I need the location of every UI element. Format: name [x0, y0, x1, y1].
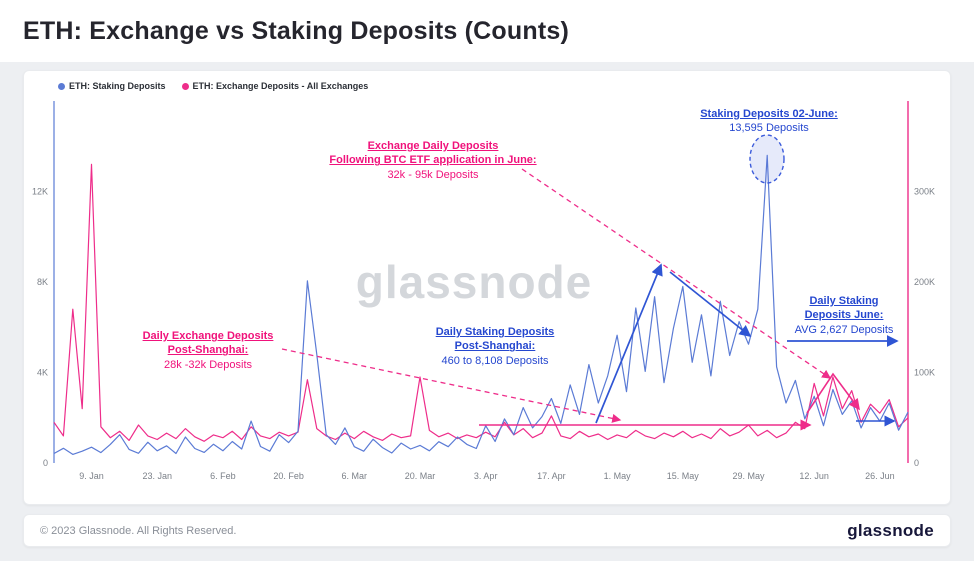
annotation-arrows [281, 134, 899, 431]
y-left-tick-label: 4K [37, 368, 48, 378]
x-tick-label: 15. May [667, 471, 700, 481]
annotation-exchange-june: Exchange Daily Deposits Following BTC ET… [323, 139, 543, 182]
y-right-tick-label: 200K [914, 277, 935, 287]
x-tick-label: 17. Apr [537, 471, 566, 481]
x-axis-labels: 9. Jan 23. Jan 6. Feb 20. Feb 6. Mar 20. Mar 3… [79, 471, 894, 481]
annotation-staking-june-title1: Daily Staking [809, 295, 879, 307]
x-tick-label: 1. May [604, 471, 632, 481]
y-left-tick-label: 12K [32, 187, 48, 197]
right-axis-labels: 0 100K 200K 300K [914, 187, 935, 469]
header: ETH: Exchange vs Staking Deposits (Count… [0, 0, 974, 62]
exchange-post-shanghai-dashed-arrow [281, 348, 622, 423]
y-right-tick-label: 300K [914, 187, 935, 197]
annotation-exchange-ps-title2: Post-Shanghai: [167, 344, 249, 357]
annotation-staking-ps-title1: Daily Staking Deposits [435, 326, 555, 338]
exchange-deposits-line[interactable] [53, 163, 909, 442]
legend-marker-exchange-icon [181, 82, 189, 90]
x-tick-label: 23. Jan [142, 471, 172, 481]
x-tick-label: 12. Jun [799, 471, 829, 481]
annotation-staking-peak: Staking Deposits 02-June: 13,595 Deposit… [679, 107, 859, 136]
x-tick-label: 20. Feb [273, 471, 304, 481]
legend-item-exchange[interactable]: ETH: Exchange Deposits - All Exchanges [181, 81, 369, 91]
y-right-tick-label: 100K [914, 368, 935, 378]
glassnode-logo: glassnode [847, 520, 934, 540]
x-tick-label: 9. Jan [79, 471, 104, 481]
annotation-staking-june-title2: Deposits June: [804, 309, 884, 322]
annotation-staking-june-value: AVG 2,627 Deposits [794, 323, 894, 336]
annotation-staking-post-shanghai: Daily Staking Deposits Post-Shanghai: 46… [405, 325, 585, 368]
annotation-staking-peak-title: Staking Deposits 02-June: [700, 108, 838, 120]
peak-highlight-circle [749, 134, 785, 184]
annotation-exchange-post-shanghai: Daily Exchange Deposits Post-Shanghai: 2… [118, 329, 298, 372]
footer: © 2023 Glassnode. All Rights Reserved. g… [23, 514, 951, 547]
annotation-exchange-june-value: 32k - 95k Deposits [387, 168, 479, 181]
annotation-staking-peak-value: 13,595 Deposits [729, 122, 809, 135]
glassnode-watermark: glassnode [355, 256, 593, 308]
staking-fall-arrow [669, 271, 752, 338]
x-tick-label: 6. Feb [210, 471, 236, 481]
x-tick-label: 29. May [732, 471, 765, 481]
annotation-exchange-june-title1: Exchange Daily Deposits [367, 140, 499, 152]
annotation-staking-june: Daily Staking Deposits June: AVG 2,627 D… [754, 294, 934, 337]
legend-item-staking[interactable]: ETH: Staking Deposits [58, 81, 166, 91]
x-tick-label: 20. Mar [405, 471, 436, 481]
legend-label-staking: ETH: Staking Deposits [69, 81, 166, 91]
x-tick-label: 26. Jun [865, 471, 895, 481]
left-axis-labels: 0 4K 8K 12K [32, 187, 48, 469]
chart-card: ETH: Staking Deposits ETH: Exchange Depo… [23, 70, 951, 505]
legend-label-exchange: ETH: Exchange Deposits - All Exchanges [192, 81, 369, 91]
exchange-june-spike-arrow [806, 372, 860, 414]
y-left-tick-label: 8K [37, 277, 48, 287]
copyright-text: © 2023 Glassnode. All Rights Reserved. [40, 524, 237, 537]
x-tick-label: 3. Apr [474, 471, 498, 481]
annotation-staking-ps-title2: Post-Shanghai: [454, 340, 536, 353]
annotation-staking-ps-value: 460 to 8,108 Deposits [441, 354, 549, 367]
chart-plot: 0 4K 8K 12K 0 100K 200K 300K 9. Jan 23. Jan 6. F… [32, 101, 935, 481]
page-title: ETH: Exchange vs Staking Deposits (Count… [23, 16, 569, 45]
staking-deposits-line[interactable] [53, 154, 909, 455]
legend-marker-staking-icon [58, 82, 65, 90]
legend: ETH: Staking Deposits ETH: Exchange Depo… [58, 81, 368, 91]
y-right-tick-label: 0 [914, 458, 919, 468]
staking-rise-arrow [595, 263, 663, 424]
annotation-exchange-ps-title1: Daily Exchange Deposits [142, 330, 274, 342]
x-tick-label: 6. Mar [342, 471, 368, 481]
exchange-june-dashed-arrow [521, 168, 832, 379]
annotation-exchange-june-title2: Following BTC ETF application in June: [329, 154, 537, 167]
annotation-exchange-ps-value: 28k -32k Deposits [163, 358, 253, 371]
y-left-tick-label: 0 [43, 458, 48, 468]
